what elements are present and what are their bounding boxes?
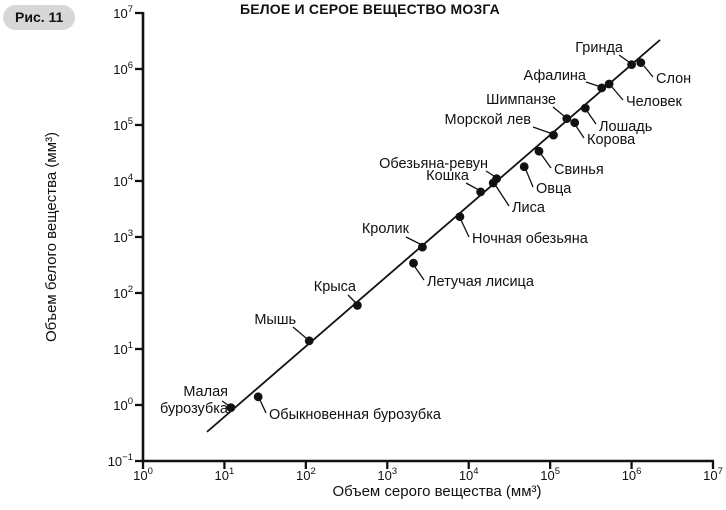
- leader-line: [611, 86, 624, 101]
- data-point: [549, 130, 558, 140]
- leader-line: [540, 153, 552, 169]
- point-label: Обыкновенная бурозубка: [269, 407, 442, 423]
- y-tick-label: 101: [113, 340, 133, 357]
- y-tick-label: 100: [113, 396, 133, 413]
- data-point: [409, 258, 418, 268]
- x-tick-label: 105: [540, 466, 560, 483]
- data-point: [570, 118, 580, 128]
- y-tick-label: 103: [113, 228, 133, 245]
- point-label: Крыса: [314, 279, 357, 295]
- leader-line: [495, 185, 510, 207]
- data-point: [253, 392, 263, 402]
- data-point: [636, 58, 646, 67]
- x-axis-title: Объем серого вещества (мм³): [332, 483, 542, 500]
- x-tick-label: 106: [622, 466, 642, 483]
- leader-line: [259, 399, 267, 414]
- leader-line: [485, 170, 495, 177]
- data-point: [353, 301, 362, 310]
- point-label: Лошадь: [599, 119, 652, 135]
- chart-title: БЕЛОЕ И СЕРОЕ ВЕЩЕСТВО МОЗГА: [239, 1, 500, 17]
- leader-line: [292, 326, 307, 339]
- point-label: Лиса: [512, 200, 546, 216]
- figure-number-badge: Рис. 11: [3, 5, 76, 30]
- leader-line: [460, 219, 470, 238]
- y-axis-title: Объем белого вещества (мм³): [43, 131, 60, 343]
- data-point: [226, 403, 236, 412]
- point-label: Слон: [656, 71, 691, 87]
- y-tick-label: 105: [113, 116, 133, 133]
- leader-line: [405, 236, 421, 245]
- data-point: [492, 174, 501, 184]
- data-point: [580, 103, 590, 113]
- data-point: [604, 79, 614, 89]
- leader-line: [618, 54, 630, 63]
- data-point: [455, 212, 465, 222]
- point-label: Мышь: [254, 312, 296, 328]
- leader-line: [532, 126, 551, 134]
- data-point: [476, 187, 485, 197]
- leader-line: [221, 400, 229, 406]
- y-tick-label: 107: [113, 4, 133, 21]
- leader-line: [643, 65, 654, 78]
- x-tick-label: 101: [215, 466, 235, 483]
- x-tick-label: 104: [459, 466, 479, 483]
- data-point: [418, 242, 427, 252]
- y-tick-label: 106: [113, 60, 133, 77]
- point-label: Человек: [626, 94, 683, 110]
- leader-line: [585, 81, 599, 87]
- point-label: Летучая лисица: [427, 274, 535, 290]
- point-label: Ночная обезьяна: [472, 231, 589, 247]
- leader-line: [347, 294, 356, 303]
- leader-line: [575, 125, 585, 139]
- point-label: Овца: [536, 181, 572, 197]
- point-label: Гринда: [575, 40, 624, 56]
- x-tick-label: 102: [296, 466, 316, 483]
- point-label: Малая бурозубка: [160, 384, 229, 417]
- data-point: [562, 114, 572, 123]
- y-tick-label: 102: [113, 284, 133, 301]
- leader-line: [525, 169, 534, 188]
- point-label: Кролик: [362, 221, 410, 237]
- leader-line: [586, 110, 597, 125]
- point-label: Кошка: [426, 168, 470, 184]
- y-tick-label: 10−1: [108, 452, 133, 469]
- trend-line: [206, 39, 661, 433]
- point-label: Шимпанзе: [486, 92, 556, 108]
- data-point: [597, 83, 607, 93]
- point-label: Свинья: [554, 162, 604, 178]
- point-label: Морской лев: [444, 112, 531, 128]
- point-label: Обезьяна-ревун: [379, 156, 488, 172]
- point-label: Корова: [587, 132, 636, 148]
- data-point: [519, 162, 529, 172]
- data-point: [304, 336, 314, 346]
- point-label: Афалина: [524, 68, 587, 84]
- leader-line: [414, 266, 425, 281]
- data-point: [627, 60, 636, 69]
- data-point: [534, 146, 544, 156]
- y-tick-label: 104: [113, 172, 133, 189]
- leader-line: [552, 106, 565, 117]
- x-tick-label: 100: [133, 466, 153, 483]
- x-tick-label: 107: [703, 466, 723, 483]
- x-tick-label: 103: [377, 466, 397, 483]
- leader-line: [465, 182, 478, 190]
